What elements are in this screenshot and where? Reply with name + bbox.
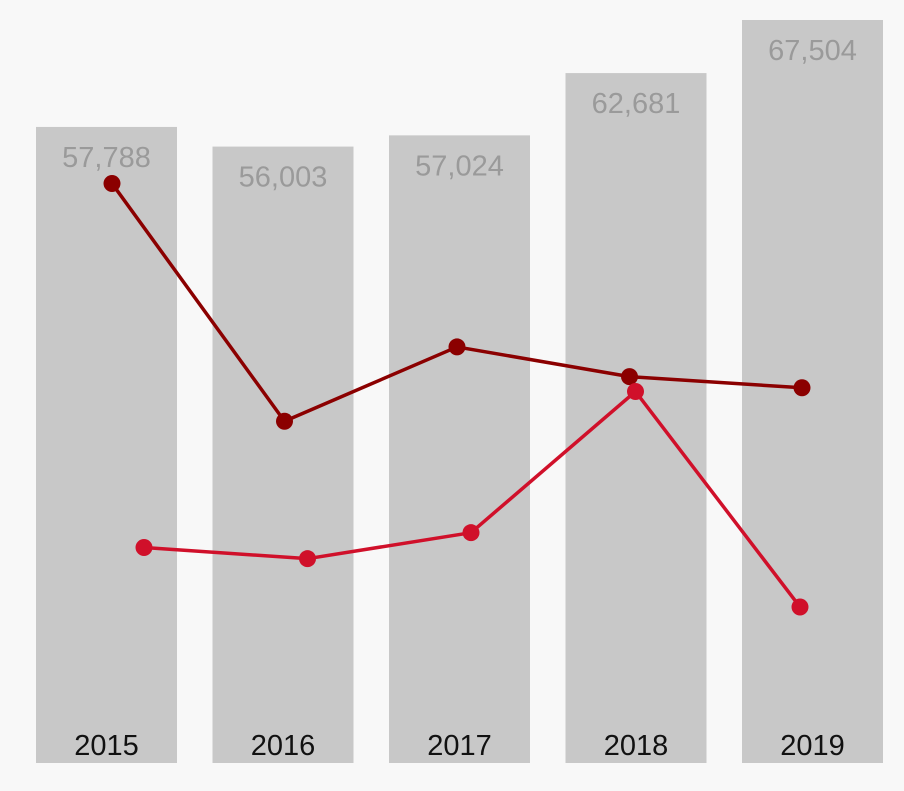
series-2-point xyxy=(299,550,316,568)
series-1-point xyxy=(448,338,466,356)
overlay-lines xyxy=(103,174,811,616)
bars-group xyxy=(36,20,883,764)
category-label: 2016 xyxy=(251,730,316,762)
series-2-point xyxy=(627,383,644,400)
category-label: 2015 xyxy=(74,730,139,762)
bar-value-label: 67,504 xyxy=(768,35,857,67)
category-label: 2019 xyxy=(780,730,845,762)
bar-2016 xyxy=(212,146,354,763)
category-label: 2017 xyxy=(427,730,492,762)
series-2-point xyxy=(791,598,809,616)
series-1-point xyxy=(793,379,811,397)
bar-2015 xyxy=(36,126,177,763)
bar-2017 xyxy=(389,135,530,763)
bar-2019 xyxy=(742,20,883,763)
category-label: 2018 xyxy=(604,730,669,762)
bar-value-label: 62,681 xyxy=(592,88,681,120)
series-1-point xyxy=(276,412,293,430)
series-1-point xyxy=(103,174,121,192)
series-2-point xyxy=(462,524,480,542)
series-1-point xyxy=(621,368,638,386)
bar-value-label: 56,003 xyxy=(239,162,328,194)
series-2-point xyxy=(135,539,153,557)
category-labels: 2015 2016 2017 2018 2019 xyxy=(74,730,845,762)
bar-value-label: 57,788 xyxy=(62,142,151,174)
bar-2018 xyxy=(565,73,707,764)
bar-value-label: 57,024 xyxy=(415,150,504,182)
bar-value-labels: 57,788 56,003 57,024 62,681 67,504 xyxy=(62,35,857,194)
